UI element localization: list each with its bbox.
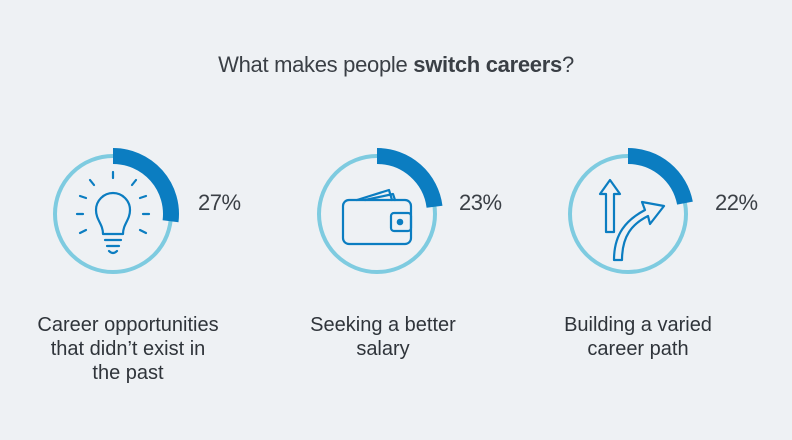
category-label-3: Building a varied career path (518, 313, 758, 361)
lightbulb-icon (75, 170, 151, 255)
value-label-3: 22% (715, 190, 758, 215)
category-label-1-line-2: that didn’t exist in (50, 338, 206, 360)
category-label-2-line-2: salary (356, 338, 410, 360)
gauge-1-svg (53, 148, 179, 274)
gauge-1 (53, 148, 313, 282)
gauge-2 (317, 148, 577, 282)
gauge-1-arc (112, 148, 179, 223)
category-label-3-line-1: Building a varied (564, 314, 712, 336)
gauge-2-svg (317, 148, 443, 274)
category-label-2: Seeking a better salary (263, 313, 503, 361)
gauge-3-arc (627, 148, 693, 205)
gauge-2-arc (376, 148, 443, 209)
category-label-3-line-2: career path (587, 338, 689, 360)
gauge-3-svg (568, 148, 693, 274)
diverging-arrows-icon (598, 178, 666, 262)
title-bold: switch careers (413, 52, 562, 77)
gauge-3 (568, 148, 792, 282)
title-prefix: What makes people (218, 52, 414, 77)
category-label-1: Career opportunities that didn’t exist i… (8, 313, 248, 385)
wallet-icon (341, 188, 413, 246)
value-label-1: 27% (198, 190, 241, 215)
category-label-2-line-1: Seeking a better (310, 314, 456, 336)
category-label-1-line-1: Career opportunities (37, 314, 219, 336)
category-label-1-line-3: the past (92, 362, 164, 384)
title-suffix: ? (561, 52, 574, 77)
value-label-2: 23% (459, 190, 502, 215)
chart-title: What makes people switch careers? (0, 52, 792, 78)
